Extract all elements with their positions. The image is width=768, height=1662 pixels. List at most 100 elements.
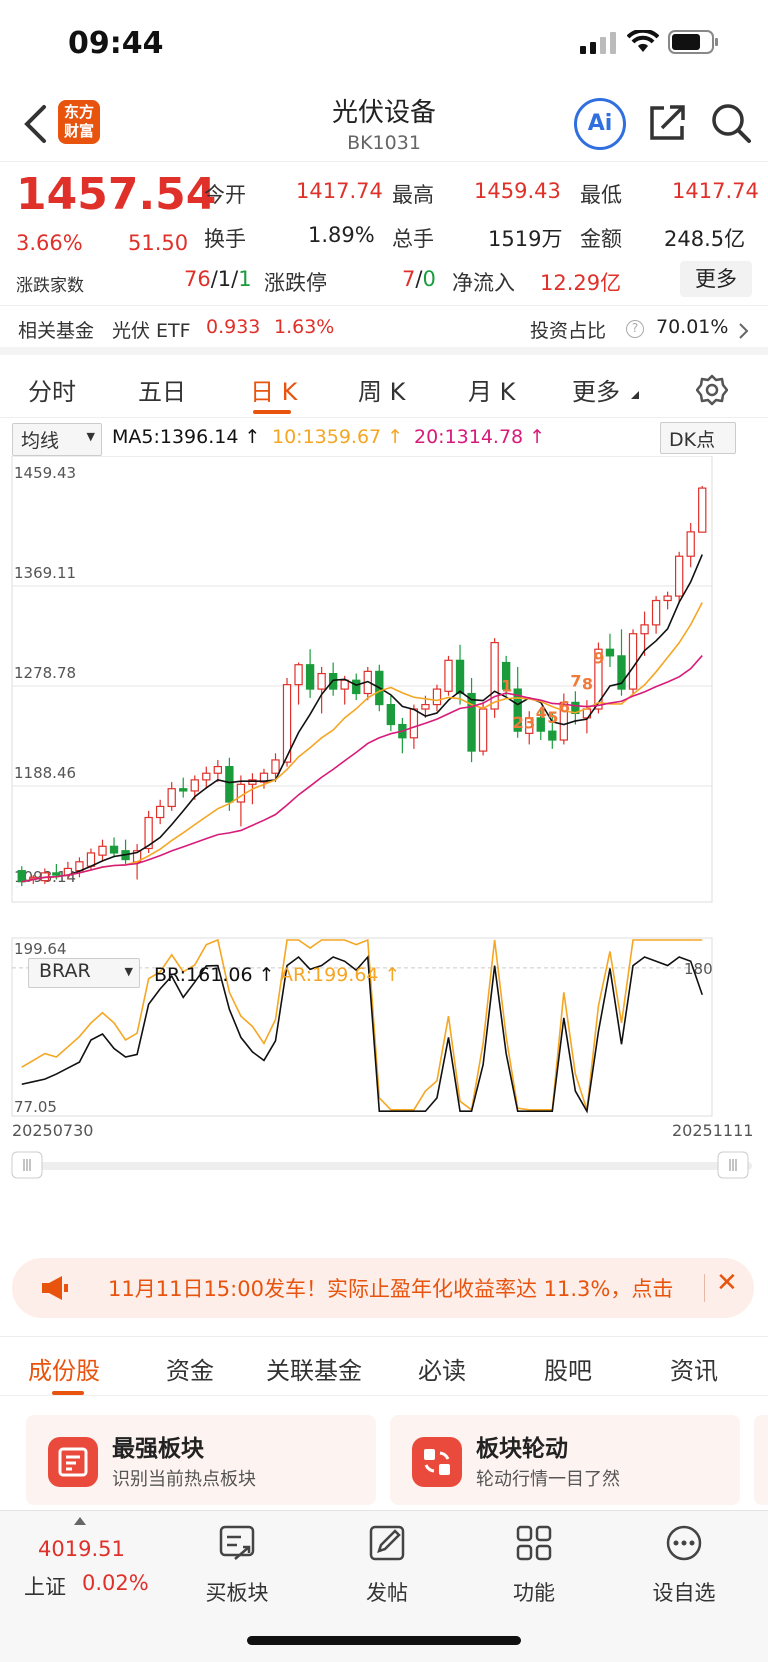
br-value: BR:161.06 — [154, 964, 253, 986]
more-button[interactable]: 更多 — [680, 261, 752, 297]
candle-body — [17, 870, 26, 883]
limit-up: 7 — [402, 267, 416, 291]
cart-icon — [219, 1525, 255, 1560]
sub-chart-frame — [11, 937, 713, 1117]
netflow-label: 净流入 — [452, 271, 515, 295]
post-button[interactable]: 发帖 — [327, 1521, 447, 1605]
tab-news[interactable]: 资讯 — [670, 1357, 718, 1385]
settings-icon[interactable] — [696, 374, 728, 406]
sub-y-min-label: 77.05 — [14, 1098, 57, 1116]
card-sub-1: 识别当前热点板块 — [112, 1469, 256, 1490]
candle-body — [317, 672, 326, 690]
amount-value: 248.5亿 — [664, 227, 746, 251]
low-label: 最低 — [580, 183, 622, 207]
sub-indicator-select[interactable]: BRAR ▼ — [28, 958, 140, 988]
promo-banner[interactable]: 11月11日15:00发车！实际止盈年化收益率达 11.3%，点击 ✕ — [12, 1258, 754, 1318]
candle-body — [98, 845, 107, 856]
candle-body — [674, 555, 684, 597]
low-value: 1417.74 — [672, 179, 759, 203]
main-chart-frame — [11, 455, 713, 903]
tab-more[interactable]: 更多 — [572, 378, 620, 406]
ratio-label: 投资占比 — [530, 320, 607, 342]
candle-body — [271, 759, 280, 774]
tab-related-funds[interactable]: 关联基金 — [266, 1357, 362, 1385]
sector-rotation-card[interactable]: 板块轮动 轮动行情一目了然 — [390, 1415, 740, 1505]
tab-daily-k[interactable]: 日 K — [250, 378, 298, 406]
candle-body — [155, 805, 165, 819]
limit-sep: / — [415, 267, 423, 291]
search-icon[interactable] — [710, 102, 752, 144]
board-code: BK1031 — [347, 132, 421, 154]
y-tick-label: 1459.43 — [14, 464, 76, 482]
candle-body — [109, 845, 119, 854]
change-amount: 51.50 — [128, 231, 189, 255]
candle-body — [294, 664, 303, 686]
help-icon[interactable]: ? — [626, 320, 644, 338]
tab-intraday[interactable]: 分时 — [28, 378, 76, 406]
tab-weekly-k[interactable]: 周 K — [358, 378, 406, 406]
edit-icon — [369, 1525, 405, 1561]
ai-button[interactable]: Ai — [574, 98, 626, 150]
candle-body — [386, 703, 396, 726]
active-tab-indicator — [253, 410, 291, 414]
candle-body — [548, 730, 557, 741]
high-label: 最高 — [392, 183, 434, 207]
candle-body — [536, 717, 545, 732]
candle-body — [167, 788, 176, 808]
quote-panel: 1457.54 3.66% 51.50 涨跌家数 76/1/1 今开 1417.… — [0, 165, 768, 305]
related-fund-row[interactable]: 相关基金 光伏 ETF 0.933 1.63% 投资占比 ? 70.01% — [0, 305, 768, 355]
candle-body — [455, 659, 465, 695]
candle-body — [213, 765, 223, 774]
tab-capital[interactable]: 资金 — [166, 1357, 214, 1385]
change-percent: 3.66% — [16, 231, 83, 255]
kline-chart[interactable]: 1459.431369.111278.781188.461098.1412345… — [0, 455, 768, 1196]
next-card-peek[interactable] — [754, 1415, 768, 1505]
close-icon[interactable]: ✕ — [716, 1268, 738, 1298]
candle-body — [202, 772, 211, 781]
tab-must-read[interactable]: 必读 — [418, 1357, 466, 1385]
tab-five-day[interactable]: 五日 — [138, 378, 186, 406]
fund-name: 光伏 ETF — [112, 320, 191, 342]
ma10-value: 10:1359.67 — [272, 426, 382, 448]
functions-button[interactable]: 功能 — [474, 1521, 594, 1605]
dk-point-button[interactable]: DK点 — [660, 422, 736, 454]
chevron-right-icon — [739, 323, 749, 339]
candle-body — [432, 688, 442, 706]
candle-body — [651, 599, 661, 626]
index-pct[interactable]: 0.02% — [82, 1571, 149, 1595]
td-signal-label: 3 — [524, 713, 535, 732]
ma10-label: 10:1359.67 ↑ — [272, 426, 404, 448]
index-name[interactable]: 上证 — [24, 1575, 66, 1599]
tab-monthly-k[interactable]: 月 K — [468, 378, 516, 406]
indicator-select[interactable]: 均线 ▼ — [12, 423, 102, 456]
chart-svg[interactable]: 1459.431369.111278.781188.461098.1412345… — [0, 455, 768, 1196]
caret-up-icon[interactable] — [74, 1517, 86, 1525]
tab-forum[interactable]: 股吧 — [544, 1357, 592, 1385]
ma10-line — [21, 602, 703, 883]
open-label: 今开 — [204, 183, 246, 207]
index-value[interactable]: 4019.51 — [38, 1537, 125, 1561]
logo-text-1: 东方 — [63, 103, 94, 121]
home-indicator — [247, 1636, 521, 1645]
x-start-label: 20250730 — [12, 1121, 93, 1140]
buy-sector-button[interactable]: 买板块 — [177, 1521, 297, 1605]
td-signal-label: 9 — [593, 648, 604, 667]
td-signal-label: 1 — [501, 677, 512, 696]
add-watchlist-button[interactable]: 设自选 — [624, 1521, 744, 1605]
candle-body — [628, 633, 638, 690]
candle-body — [617, 655, 626, 690]
wifi-icon — [627, 30, 659, 52]
y-tick-label: 1278.78 — [14, 664, 76, 682]
candle-body — [698, 487, 707, 533]
tab-constituents[interactable]: 成份股 — [28, 1357, 100, 1385]
x-end-label: 20251111 — [672, 1121, 753, 1140]
back-icon[interactable] — [22, 104, 48, 144]
signal-icon — [580, 32, 616, 54]
ratio-value: 70.01% — [656, 316, 729, 338]
strongest-sector-card[interactable]: 最强板块 识别当前热点板块 — [26, 1415, 376, 1505]
status-bar: 09:44 — [0, 0, 768, 90]
share-icon[interactable] — [648, 102, 688, 142]
buy-sector-label: 买板块 — [205, 1581, 269, 1605]
sub-indicator-label: BRAR — [39, 960, 91, 982]
card-sub-2: 轮动行情一目了然 — [476, 1469, 620, 1490]
